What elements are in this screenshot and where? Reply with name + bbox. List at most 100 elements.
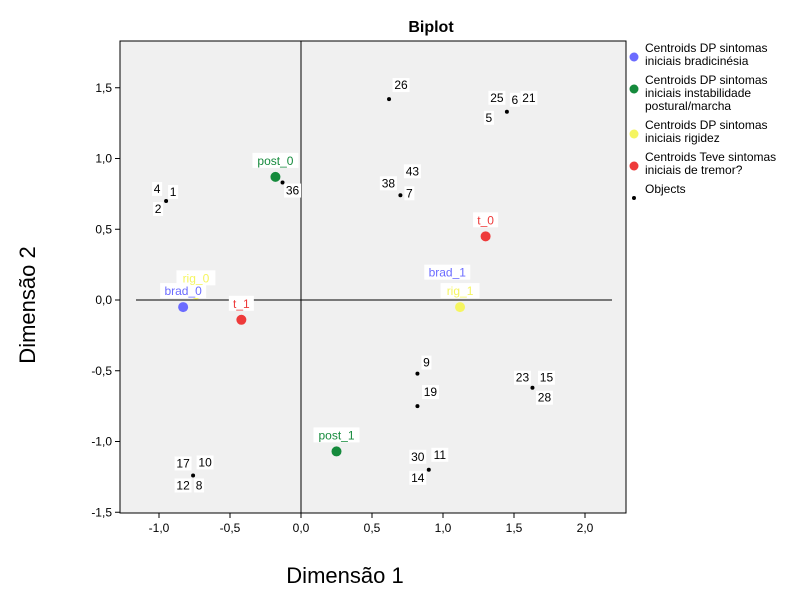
centroid-label-bg bbox=[176, 270, 216, 286]
y-tick-label: -1,5 bbox=[91, 505, 112, 519]
y-tick-label: 1,5 bbox=[95, 81, 112, 95]
legend-entry-text: iniciais de tremor? bbox=[645, 163, 743, 177]
centroid-label-bg bbox=[313, 427, 360, 443]
object-label-bg bbox=[153, 201, 164, 216]
object-label-bg bbox=[513, 370, 531, 385]
y-tick-label: -0,5 bbox=[91, 364, 112, 378]
object-label: 43 bbox=[406, 164, 420, 178]
object-label: 4 bbox=[154, 182, 161, 196]
y-tick-label: 0,5 bbox=[95, 222, 112, 236]
x-tick-label: 1,0 bbox=[435, 521, 452, 535]
object-label-bg bbox=[509, 92, 520, 107]
object-label: 15 bbox=[540, 371, 554, 385]
object-label-bg bbox=[152, 181, 163, 196]
object-label: 25 bbox=[490, 91, 504, 105]
object-point bbox=[387, 97, 392, 102]
object-label: 1 bbox=[170, 185, 177, 199]
object-point bbox=[398, 193, 403, 198]
centroid-label-bg bbox=[424, 264, 471, 280]
x-tick-label: -0,5 bbox=[220, 521, 241, 535]
legend-entry-text: iniciais bradicinésia bbox=[645, 54, 749, 68]
object-label: 9 bbox=[423, 356, 430, 370]
centroid-point-post-0 bbox=[270, 171, 281, 182]
x-axis-label: Dimensão 1 bbox=[286, 563, 403, 588]
object-label-bg bbox=[284, 183, 302, 198]
centroid-label-brad-0: brad_0 bbox=[164, 284, 202, 298]
x-tick-label: -1,0 bbox=[149, 521, 170, 535]
object-point bbox=[530, 385, 535, 390]
legend-entry-text: iniciais rigidez bbox=[645, 131, 720, 145]
object-label: 30 bbox=[411, 450, 425, 464]
object-label-bg bbox=[483, 110, 494, 125]
object-label-bg bbox=[392, 78, 410, 93]
legend-entry-text: iniciais instabilidade bbox=[645, 86, 751, 100]
y-tick-label: -1,0 bbox=[91, 435, 112, 449]
centroid-point-t-1 bbox=[236, 314, 247, 325]
object-label-bg bbox=[535, 390, 553, 405]
object-point bbox=[191, 473, 196, 478]
object-label: 14 bbox=[411, 471, 425, 485]
centroid-point-brad-0 bbox=[178, 302, 189, 313]
object-point bbox=[164, 198, 169, 203]
object-label-bg bbox=[421, 355, 432, 370]
legend-entry-text: Centroids DP sintomas bbox=[645, 73, 768, 87]
object-label-bg bbox=[537, 370, 555, 385]
object-label: 28 bbox=[538, 391, 552, 405]
centroid-label-rig-1: rig_1 bbox=[447, 284, 474, 298]
object-point bbox=[426, 467, 431, 472]
legend-marker-objects bbox=[632, 196, 636, 200]
object-label: 5 bbox=[486, 111, 493, 125]
legend-entry-text: Centroids Teve sintomas bbox=[645, 150, 776, 164]
centroid-label-bg bbox=[473, 212, 499, 228]
centroid-label-bg bbox=[440, 283, 480, 299]
x-tick-label: 2,0 bbox=[577, 521, 594, 535]
object-point bbox=[415, 371, 420, 376]
legend-marker-post bbox=[629, 84, 639, 94]
legend-marker-rig bbox=[629, 129, 639, 139]
legend-marker-brad bbox=[629, 52, 639, 62]
object-label: 11 bbox=[434, 448, 447, 462]
object-label-bg bbox=[194, 478, 205, 493]
object-label-bg bbox=[409, 470, 427, 485]
centroid-point-post-1 bbox=[331, 446, 342, 457]
legend-entry-text: Objects bbox=[645, 182, 686, 196]
object-label-bg bbox=[196, 455, 214, 470]
legend-entry-text: Centroids DP sintomas bbox=[645, 118, 768, 132]
object-label: 10 bbox=[198, 455, 212, 469]
y-tick-label: 0,0 bbox=[95, 293, 112, 307]
object-label: 26 bbox=[394, 78, 408, 92]
chart-title: Biplot bbox=[408, 19, 454, 36]
object-label: 2 bbox=[155, 202, 162, 216]
object-point bbox=[415, 404, 420, 409]
centroid-label-post-1: post_1 bbox=[318, 428, 354, 442]
object-label: 38 bbox=[382, 176, 396, 190]
centroid-label-bg bbox=[228, 295, 254, 311]
legend-marker-t bbox=[629, 161, 639, 171]
object-point bbox=[504, 109, 509, 114]
object-label: 36 bbox=[286, 184, 300, 198]
centroid-label-bg bbox=[160, 283, 207, 299]
object-label: 19 bbox=[424, 385, 438, 399]
object-label: 8 bbox=[196, 478, 203, 492]
centroid-label-rig-0: rig_0 bbox=[183, 271, 210, 285]
legend-entry-text: Centroids DP sintomas bbox=[645, 41, 768, 55]
object-label-bg bbox=[379, 176, 397, 191]
object-label: 21 bbox=[522, 91, 536, 105]
object-label: 23 bbox=[516, 371, 530, 385]
object-label-bg bbox=[409, 449, 427, 464]
centroid-label-post-0: post_0 bbox=[257, 154, 293, 168]
object-label-bg bbox=[431, 447, 449, 462]
y-axis-label: Dimensão 2 bbox=[15, 246, 40, 363]
object-label-bg bbox=[520, 90, 538, 105]
object-label: 6 bbox=[512, 93, 519, 107]
object-label-bg bbox=[488, 90, 506, 105]
legend-entry-text: postural/marcha bbox=[645, 99, 731, 113]
object-label-bg bbox=[404, 186, 415, 201]
centroid-point-t-0 bbox=[480, 231, 491, 242]
object-point bbox=[280, 180, 285, 185]
y-tick-label: 1,0 bbox=[95, 152, 112, 166]
centroid-label-t-1: t_1 bbox=[233, 297, 250, 311]
x-tick-label: 0,5 bbox=[364, 521, 381, 535]
x-tick-label: 1,5 bbox=[506, 521, 523, 535]
